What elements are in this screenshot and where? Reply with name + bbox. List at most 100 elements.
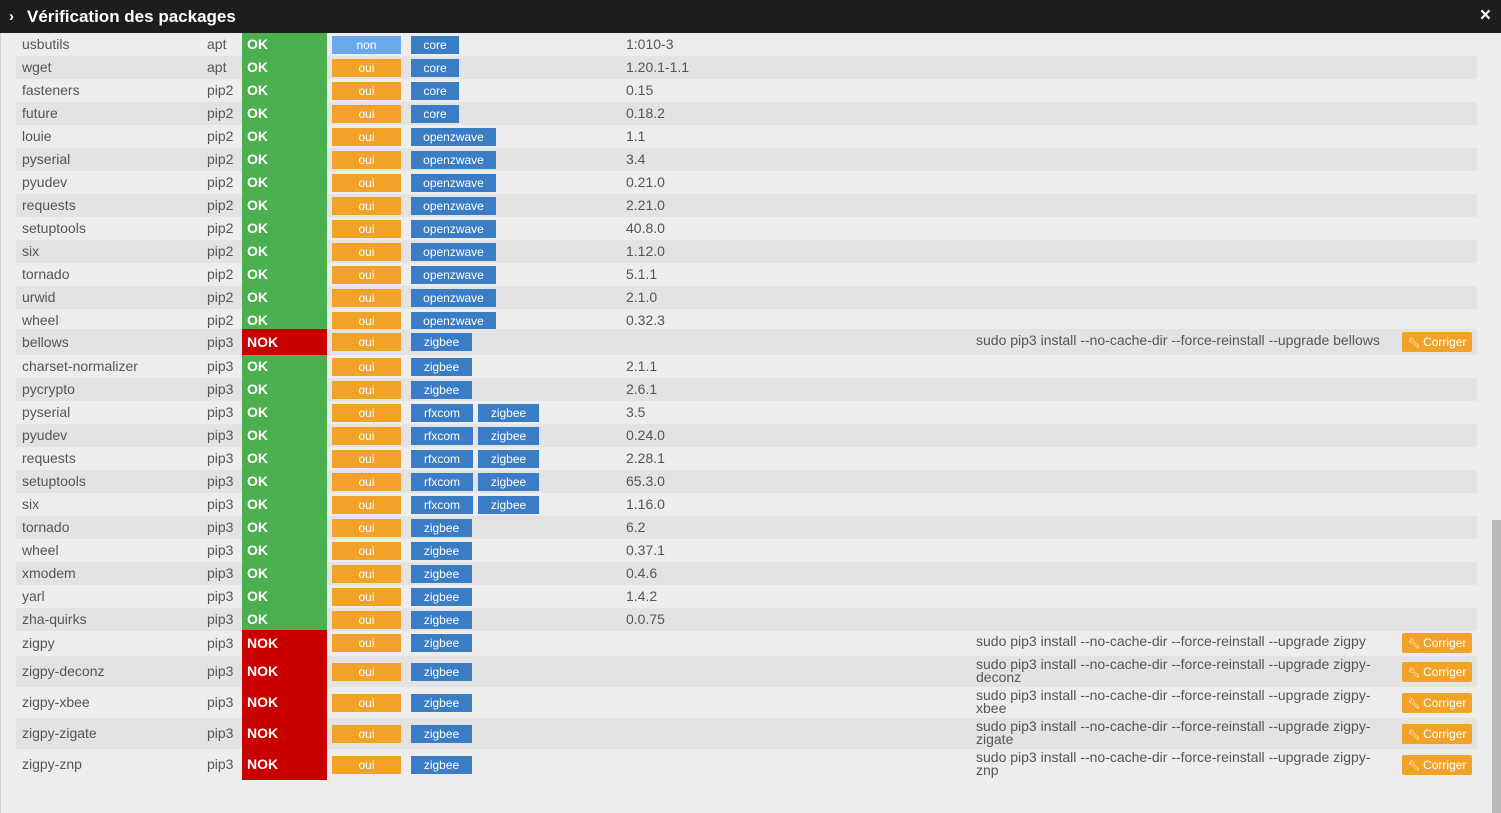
package-version: 2.28.1: [626, 450, 665, 466]
package-type: pip3: [207, 450, 234, 466]
fix-command: sudo pip3 install --no-cache-dir --force…: [976, 687, 1371, 716]
package-name: usbutils: [22, 36, 70, 52]
fix-button[interactable]: 🔧︎ Corriger: [1402, 755, 1472, 775]
table-row: requests pip3 OK oui rfxcom zigbee 2.28.1: [16, 447, 1477, 470]
fix-command: sudo pip3 install --no-cache-dir --force…: [976, 749, 1371, 778]
status-badge: OK: [242, 608, 327, 631]
plugin-badge: zigbee: [411, 565, 472, 583]
table-row: yarl pip3 OK oui zigbee 1.4.2: [16, 585, 1477, 608]
status-badge: NOK: [242, 749, 327, 780]
required-badge: oui: [332, 473, 401, 491]
package-name: urwid: [22, 289, 56, 305]
package-name: zigpy: [22, 635, 55, 651]
required-badge: oui: [332, 611, 401, 629]
table-row: zigpy-deconz pip3 NOK oui zigbee sudo pip3 in…: [16, 656, 1477, 687]
required-badge: oui: [332, 427, 401, 445]
status-badge: OK: [242, 194, 327, 217]
package-name: setuptools: [22, 473, 86, 489]
required-badge: oui: [332, 542, 401, 560]
package-version: 0.0.75: [626, 611, 665, 627]
package-type: pip3: [207, 473, 234, 489]
package-name: wheel: [22, 542, 59, 558]
package-type: pip3: [207, 358, 234, 374]
package-type: pip3: [207, 588, 234, 604]
required-badge: oui: [332, 243, 401, 261]
wrench-icon: 🔧︎: [1407, 730, 1424, 741]
fix-button[interactable]: 🔧︎ Corriger: [1402, 724, 1472, 744]
package-version: 1.20.1-1.1: [626, 59, 690, 75]
plugin-badge: openzwave: [411, 289, 496, 307]
table-row: urwid pip2 OK oui openzwave 2.1.0: [16, 286, 1477, 309]
chevron-right-icon: ›: [9, 8, 14, 25]
package-version: 1.1: [626, 128, 646, 144]
package-type: pip3: [207, 334, 234, 350]
status-badge: NOK: [242, 687, 327, 718]
status-badge: OK: [242, 447, 327, 470]
plugin-badge: zigbee: [411, 588, 472, 606]
required-badge: oui: [332, 289, 401, 307]
package-version: 1.4.2: [626, 588, 658, 604]
plugin-badge: rfxcom: [411, 496, 473, 514]
package-name: pycrypto: [22, 381, 75, 397]
fix-button[interactable]: 🔧︎ Corriger: [1402, 693, 1472, 713]
table-row: setuptools pip3 OK oui rfxcom zigbee 65.3.0: [16, 470, 1477, 493]
fix-button[interactable]: 🔧︎ Corriger: [1402, 662, 1472, 682]
fix-button[interactable]: 🔧︎ Corriger: [1402, 332, 1472, 352]
package-name: setuptools: [22, 220, 86, 236]
required-badge: oui: [332, 588, 401, 606]
package-name: six: [22, 243, 40, 259]
table-row: usbutils apt OK non core 1:010-3: [16, 33, 1477, 56]
package-name: future: [22, 105, 58, 121]
required-badge: oui: [332, 266, 401, 284]
status-badge: OK: [242, 263, 327, 286]
plugin-badge: openzwave: [411, 243, 496, 261]
package-version: 3.5: [626, 404, 646, 420]
package-name: bellows: [22, 334, 69, 350]
package-name: xmodem: [22, 565, 76, 581]
required-badge: oui: [332, 105, 401, 123]
package-version: 0.37.1: [626, 542, 665, 558]
plugin-badge: core: [411, 36, 459, 54]
wrench-icon: 🔧︎: [1407, 338, 1424, 349]
table-row: xmodem pip3 OK oui zigbee 0.4.6: [16, 562, 1477, 585]
plugin-badge: core: [411, 82, 459, 100]
table-row: wget apt OK oui core 1.20.1-1.1: [16, 56, 1477, 79]
wrench-icon: 🔧︎: [1407, 761, 1424, 772]
package-version: 0.4.6: [626, 565, 658, 581]
plugin-badge: zigbee: [478, 473, 539, 491]
package-name: wheel: [22, 312, 59, 328]
package-name: pyserial: [22, 151, 71, 167]
package-name: zigpy-znp: [22, 756, 82, 772]
package-version: 3.4: [626, 151, 646, 167]
status-badge: OK: [242, 562, 327, 585]
package-version: 40.8.0: [626, 220, 665, 236]
plugin-badge: openzwave: [411, 312, 496, 330]
required-badge: oui: [332, 381, 401, 399]
required-badge: oui: [332, 663, 401, 681]
package-name: charset-normalizer: [22, 358, 138, 374]
package-name: zha-quirks: [22, 611, 87, 627]
package-type: pip2: [207, 243, 234, 259]
plugin-badge: zigbee: [411, 333, 472, 351]
scrollbar[interactable]: [1492, 520, 1501, 813]
plugin-badge: rfxcom: [411, 473, 473, 491]
fix-command: sudo pip3 install --no-cache-dir --force…: [976, 656, 1371, 685]
modal-title: Vérification des packages: [27, 7, 236, 26]
plugin-badge: openzwave: [411, 128, 496, 146]
fix-button[interactable]: 🔧︎ Corriger: [1402, 633, 1472, 653]
package-name: zigpy-deconz: [22, 663, 105, 679]
package-type: pip3: [207, 381, 234, 397]
package-type: pip3: [207, 404, 234, 420]
close-icon[interactable]: ×: [1479, 5, 1491, 26]
status-badge: OK: [242, 355, 327, 378]
package-name: pyudev: [22, 427, 68, 443]
package-version: 2.1.0: [626, 289, 658, 305]
plugin-badge: core: [411, 59, 459, 77]
package-name: six: [22, 496, 40, 512]
required-badge: oui: [332, 565, 401, 583]
status-badge: OK: [242, 378, 327, 401]
package-name: tornado: [22, 519, 70, 535]
status-badge: OK: [242, 585, 327, 608]
plugin-badge: zigbee: [478, 450, 539, 468]
package-name: requests: [22, 450, 76, 466]
